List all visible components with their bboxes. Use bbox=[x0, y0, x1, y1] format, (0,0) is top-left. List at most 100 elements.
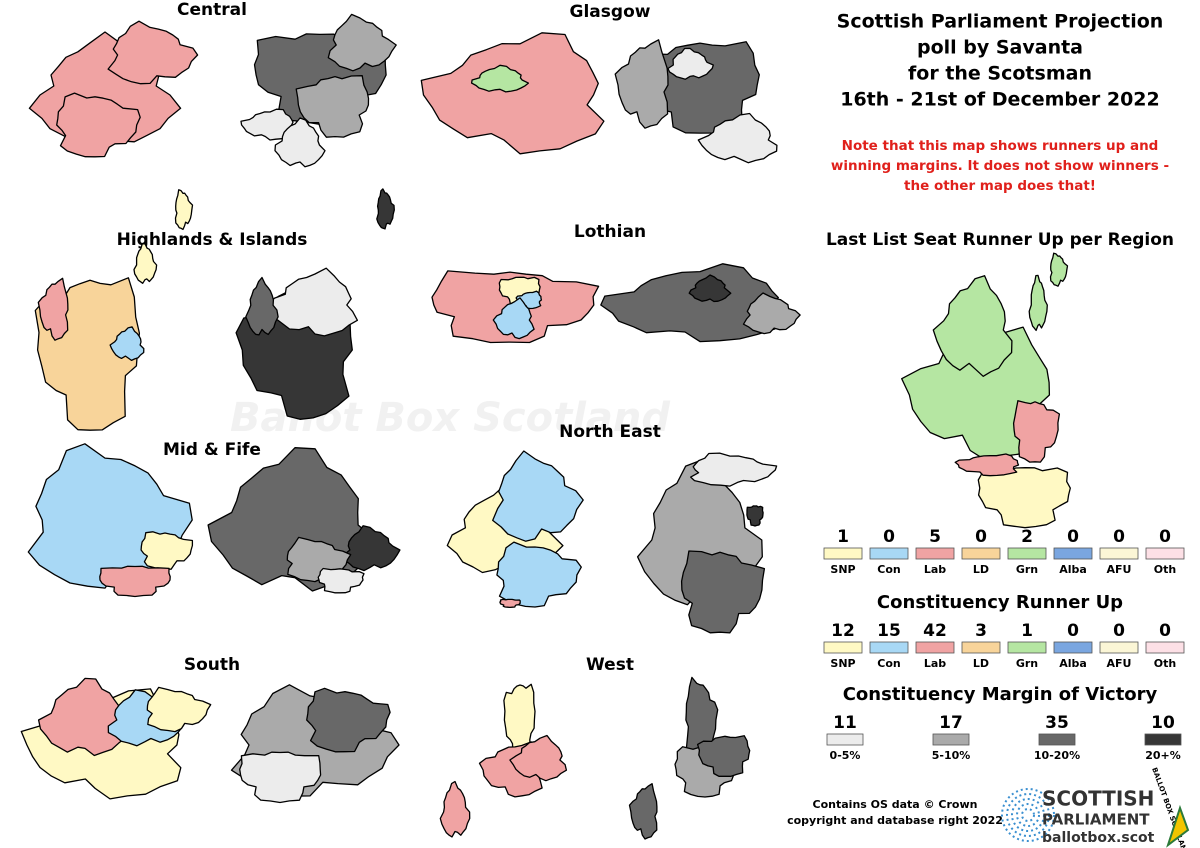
constituency-margin bbox=[343, 525, 401, 572]
constituency-margin bbox=[239, 751, 322, 804]
legend-count: 1 bbox=[1021, 621, 1033, 641]
legend-swatch bbox=[823, 641, 863, 654]
constituency-margin bbox=[327, 13, 397, 72]
legend-swatch bbox=[1099, 547, 1139, 560]
legend-label: 20+% bbox=[1145, 749, 1181, 762]
title-line: Scottish Parliament Projection bbox=[837, 11, 1164, 33]
legend-count: 0 bbox=[1159, 621, 1171, 641]
constituency-margin bbox=[688, 274, 732, 303]
legend-label: Alba bbox=[1059, 563, 1087, 576]
region bbox=[954, 453, 1020, 477]
constituency bbox=[439, 780, 471, 838]
constituency bbox=[509, 734, 568, 782]
constituency bbox=[174, 189, 194, 231]
legend-swatch bbox=[961, 547, 1001, 560]
constituency-margin bbox=[376, 188, 395, 230]
constituency-margin bbox=[746, 505, 764, 527]
legend-title: Last List Seat Runner Up per Region bbox=[826, 230, 1174, 250]
constituency-margin bbox=[628, 783, 658, 840]
legend-swatch bbox=[915, 641, 955, 654]
logo-text: PARLIAMENT bbox=[1042, 811, 1150, 829]
legend-title: Constituency Margin of Victory bbox=[843, 684, 1158, 705]
region-name: South bbox=[184, 655, 240, 675]
legend-swatch bbox=[1144, 733, 1182, 746]
logo-url: ballotbox.scot bbox=[1042, 830, 1155, 846]
legend-swatch bbox=[961, 641, 1001, 654]
note-line: Note that this map shows runners up and bbox=[842, 138, 1159, 154]
logo-ring bbox=[1021, 808, 1035, 822]
legend-count: 12 bbox=[831, 621, 855, 641]
title-line: poll by Savanta bbox=[917, 37, 1083, 59]
legend-swatch bbox=[1145, 547, 1185, 560]
constituency-margin bbox=[697, 112, 778, 164]
constituency bbox=[470, 64, 530, 93]
constituency bbox=[140, 531, 194, 570]
legend-label: SNP bbox=[830, 657, 855, 670]
legend-label: Lab bbox=[924, 563, 946, 576]
legend-swatch bbox=[826, 733, 864, 746]
constituency-margin bbox=[742, 292, 801, 335]
legend-count: 5 bbox=[929, 527, 941, 547]
logo-ring bbox=[1006, 793, 1050, 837]
legend-label: LD bbox=[973, 657, 989, 670]
region-name: North East bbox=[559, 422, 661, 442]
legend-label: Con bbox=[877, 657, 900, 670]
legend-swatch bbox=[1099, 641, 1139, 654]
side-panel: Scottish Parliament Projection poll by Sa… bbox=[787, 11, 1190, 848]
region bbox=[1028, 274, 1048, 332]
region bbox=[1012, 400, 1061, 463]
legend-swatch bbox=[932, 733, 970, 746]
legend-label: Grn bbox=[1016, 563, 1038, 576]
constituency bbox=[99, 565, 171, 598]
constituency bbox=[496, 541, 582, 608]
legend-swatch bbox=[1007, 547, 1047, 560]
legend-count: 15 bbox=[877, 621, 901, 641]
legend-count: 0 bbox=[1159, 527, 1171, 547]
constituency bbox=[499, 598, 521, 609]
legend-label: LD bbox=[973, 563, 989, 576]
maps: Central Glasgow Highlands & Islands Lothian… bbox=[20, 0, 1071, 840]
legend-label: Oth bbox=[1154, 563, 1176, 576]
logo-ring bbox=[1011, 798, 1045, 832]
constituency-margin bbox=[680, 550, 766, 634]
constituency-margin bbox=[317, 567, 365, 594]
legend-label: AFU bbox=[1107, 657, 1132, 670]
legend-swatch bbox=[1053, 547, 1093, 560]
legend-count: 3 bbox=[975, 621, 987, 641]
constituency-margin bbox=[245, 276, 279, 336]
legend-count: 35 bbox=[1045, 713, 1069, 733]
constituency bbox=[37, 277, 69, 341]
constituency bbox=[133, 243, 158, 284]
constituency-margin bbox=[667, 47, 714, 80]
legend-count: 0 bbox=[1113, 621, 1125, 641]
legend-label: Con bbox=[877, 563, 900, 576]
legend-count: 11 bbox=[833, 713, 857, 733]
legend-swatch bbox=[823, 547, 863, 560]
constituency-margin bbox=[274, 117, 326, 168]
title-line: 16th - 21st of December 2022 bbox=[840, 89, 1160, 111]
legend-count: 2 bbox=[1021, 527, 1033, 547]
legend-count: 1 bbox=[837, 527, 849, 547]
credit-line: Contains OS data © Crown bbox=[813, 798, 978, 811]
constituency bbox=[109, 326, 145, 362]
legend-count: 0 bbox=[883, 527, 895, 547]
note-line: winning margins. It does not show winner… bbox=[831, 158, 1169, 174]
region-name: Central bbox=[177, 0, 247, 20]
legend-label: 5-10% bbox=[932, 749, 971, 762]
legend-label: Alba bbox=[1059, 657, 1087, 670]
region-name: Lothian bbox=[574, 222, 646, 242]
logo-ring bbox=[1001, 788, 1055, 842]
constituency bbox=[492, 297, 535, 340]
constituency-margin bbox=[690, 452, 778, 487]
legend-label: 0-5% bbox=[830, 749, 861, 762]
constituency bbox=[420, 32, 605, 155]
legend-swatch bbox=[869, 641, 909, 654]
legend-label: Oth bbox=[1154, 657, 1176, 670]
legend-label: 10-20% bbox=[1034, 749, 1080, 762]
region bbox=[977, 467, 1071, 529]
legend-label: Grn bbox=[1016, 657, 1038, 670]
title-line: for the Scotsman bbox=[908, 63, 1092, 85]
legend-title: Constituency Runner Up bbox=[877, 592, 1123, 613]
legend-swatch bbox=[869, 547, 909, 560]
